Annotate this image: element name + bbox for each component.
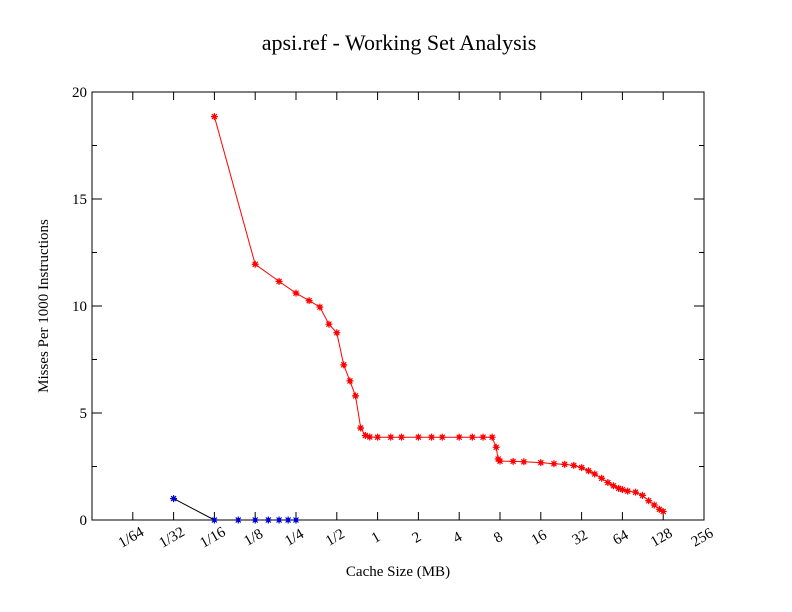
- x-tick-label: 1/16: [197, 524, 229, 551]
- series-0-point: [537, 459, 545, 467]
- series-0-point: [650, 501, 658, 509]
- series-0-point: [397, 433, 405, 441]
- y-tick-label: 15: [72, 192, 87, 208]
- chart-title: apsi.ref - Working Set Analysis: [262, 30, 537, 55]
- series-0-point: [655, 505, 663, 513]
- series-0-point: [561, 460, 569, 468]
- series-0-point: [387, 433, 395, 441]
- series-0-point: [624, 487, 632, 495]
- series-1-point: [251, 516, 259, 524]
- series-0-point: [604, 479, 612, 487]
- x-tick-label: 8: [491, 529, 505, 547]
- series-0-line: [213, 116, 664, 512]
- series-0-point: [455, 433, 463, 441]
- series-0-point: [509, 457, 517, 465]
- x-tick-label: 1/4: [282, 526, 307, 550]
- series-0-point: [609, 482, 617, 490]
- series-0-point: [578, 464, 586, 472]
- series-points: [170, 113, 667, 524]
- x-axis-label: Cache Size (MB): [346, 564, 450, 580]
- y-tick-label: 5: [80, 406, 88, 422]
- x-tick-label: 32: [570, 527, 591, 548]
- x-tick-label: 128: [648, 525, 675, 550]
- series-0-point: [210, 113, 218, 121]
- series-0-point: [374, 433, 382, 441]
- series-1-line: [173, 498, 296, 521]
- tick-group: 1/64 1/32 1/16 1/8 1/4 1/2 1 2 4 8 16 32 64 128 256 0 5 1…: [72, 85, 717, 551]
- y-tick-label: 20: [72, 85, 87, 101]
- x-tick-label: 16: [529, 527, 550, 549]
- series-1-point: [234, 516, 242, 524]
- series-0-point: [316, 303, 324, 311]
- series-0-point: [438, 433, 446, 441]
- series-0-point: [479, 433, 487, 441]
- y-tick-label: 0: [80, 513, 88, 529]
- series-0-point: [428, 433, 436, 441]
- series-lines: [173, 116, 664, 521]
- series-0-point: [618, 486, 626, 494]
- series-0-point: [366, 433, 374, 441]
- series-0-point: [550, 460, 558, 468]
- series-0-point: [305, 297, 313, 305]
- series-0-point: [292, 289, 300, 297]
- series-0-point: [346, 377, 354, 385]
- series-1-point: [170, 495, 178, 503]
- series-1-point: [284, 516, 292, 524]
- y-tick-label: 10: [72, 299, 87, 315]
- y-axis-label: Misses Per 1000 Instructions: [36, 219, 52, 393]
- series-0-point: [414, 433, 422, 441]
- x-tick-label: 1/2: [323, 526, 348, 549]
- series-0-point: [591, 470, 599, 478]
- x-tick-label: 1/64: [116, 524, 148, 551]
- series-0-point: [598, 474, 606, 482]
- x-tick-label: 1/32: [157, 524, 188, 551]
- series-0-point: [645, 497, 653, 505]
- series-0-point: [333, 329, 341, 337]
- x-tick-label: 1: [369, 529, 383, 547]
- series-0-point: [638, 491, 646, 499]
- series-0-point: [251, 260, 259, 268]
- series-0-point: [340, 361, 348, 369]
- series-1-point: [210, 516, 218, 524]
- series-0-point: [496, 457, 504, 465]
- series-0-point: [488, 433, 496, 441]
- plot-frame: [91, 91, 705, 521]
- series-0-point: [492, 443, 500, 451]
- series-1-point: [275, 516, 283, 524]
- series-1-point: [292, 516, 300, 524]
- x-tick-label: 1/8: [241, 526, 266, 549]
- series-0-point: [352, 392, 360, 400]
- series-0-point: [520, 458, 528, 466]
- x-tick-label: 64: [610, 527, 631, 549]
- x-tick-label: 4: [450, 529, 465, 547]
- series-0-point: [632, 488, 640, 496]
- series-0-point: [357, 424, 365, 432]
- series-0-point: [570, 461, 578, 469]
- series-0-point: [659, 507, 667, 515]
- series-0-point: [468, 433, 476, 441]
- series-0-point: [585, 467, 593, 475]
- series-0-point: [325, 320, 333, 328]
- series-0-point: [275, 277, 283, 285]
- x-tick-label: 2: [410, 529, 424, 547]
- series-1-point: [264, 516, 272, 524]
- x-tick-label: 256: [689, 525, 717, 550]
